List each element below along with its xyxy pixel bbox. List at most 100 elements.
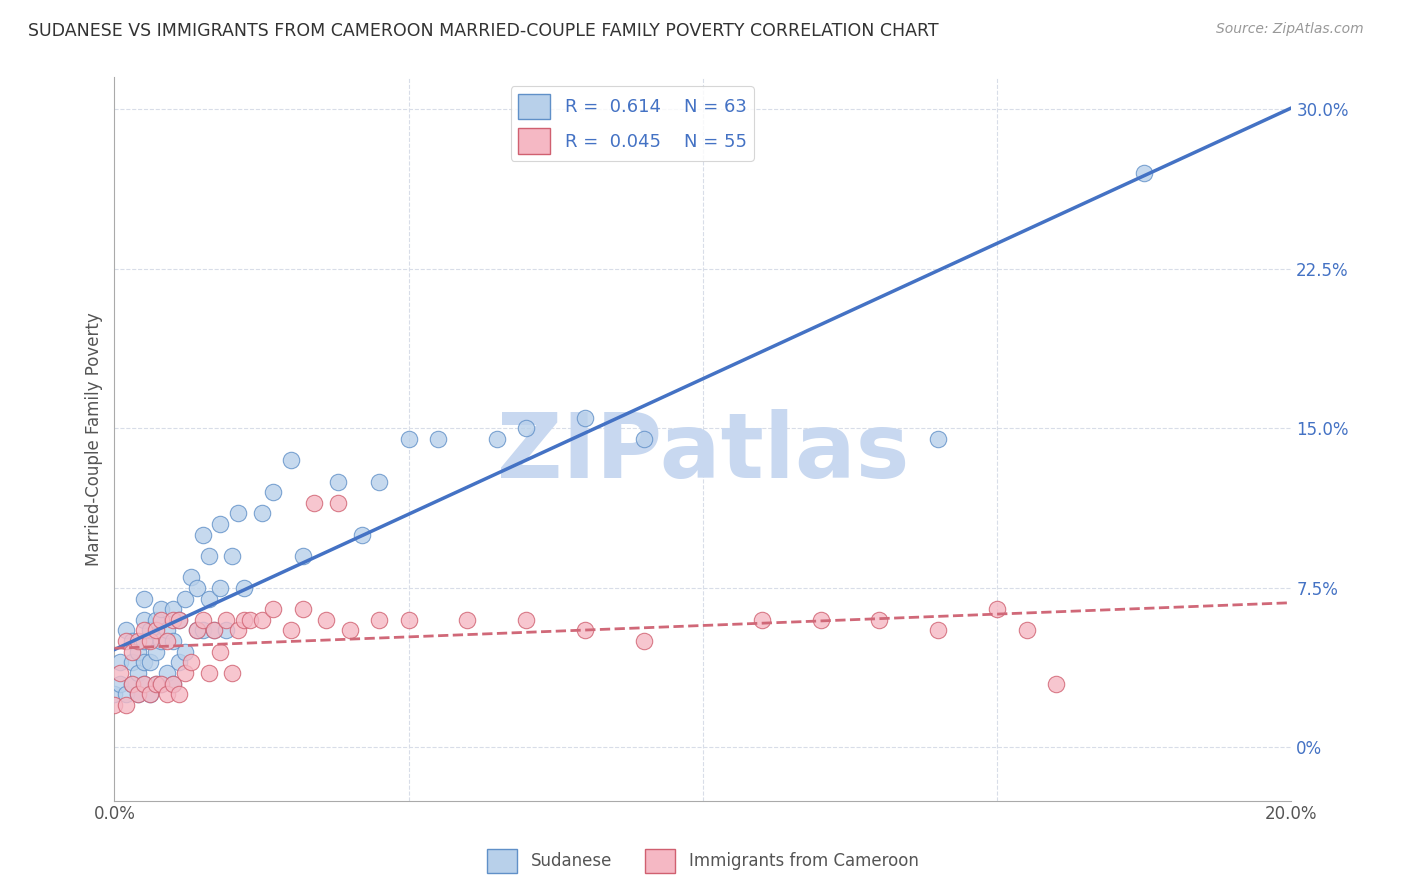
Point bbox=[186, 624, 208, 638]
Point bbox=[215, 613, 238, 627]
Point bbox=[150, 676, 173, 690]
Point bbox=[156, 634, 179, 648]
Point bbox=[239, 613, 262, 627]
Point bbox=[191, 527, 214, 541]
Point bbox=[250, 613, 273, 627]
Point bbox=[103, 698, 125, 712]
Point bbox=[115, 687, 138, 701]
Point bbox=[145, 676, 167, 690]
Point bbox=[986, 602, 1008, 616]
Point bbox=[167, 613, 190, 627]
Point bbox=[115, 624, 138, 638]
Point bbox=[197, 665, 219, 680]
Point bbox=[174, 665, 197, 680]
Point bbox=[174, 645, 197, 659]
Point bbox=[121, 634, 143, 648]
Point bbox=[138, 687, 160, 701]
Point bbox=[162, 602, 184, 616]
Point bbox=[127, 687, 149, 701]
Point bbox=[162, 634, 184, 648]
Point bbox=[138, 687, 160, 701]
Point bbox=[262, 602, 284, 616]
Point bbox=[132, 676, 155, 690]
Point bbox=[209, 645, 232, 659]
Point bbox=[368, 475, 391, 489]
Text: Source: ZipAtlas.com: Source: ZipAtlas.com bbox=[1216, 22, 1364, 37]
Point bbox=[127, 665, 149, 680]
Point bbox=[121, 676, 143, 690]
Point bbox=[180, 570, 202, 584]
Point bbox=[226, 507, 249, 521]
Point bbox=[280, 453, 302, 467]
Point bbox=[221, 549, 243, 563]
Point bbox=[291, 549, 314, 563]
Point bbox=[250, 507, 273, 521]
Point bbox=[291, 602, 314, 616]
Point bbox=[221, 665, 243, 680]
Point bbox=[262, 485, 284, 500]
Y-axis label: Married-Couple Family Poverty: Married-Couple Family Poverty bbox=[86, 312, 103, 566]
Point bbox=[174, 591, 197, 606]
Point bbox=[315, 613, 337, 627]
Point bbox=[574, 624, 596, 638]
Point bbox=[110, 656, 132, 670]
Point bbox=[145, 645, 167, 659]
Point bbox=[156, 687, 179, 701]
Point bbox=[304, 496, 326, 510]
Point bbox=[132, 656, 155, 670]
Point bbox=[204, 624, 226, 638]
Point bbox=[633, 432, 655, 446]
Point bbox=[167, 656, 190, 670]
Point bbox=[150, 602, 173, 616]
Point bbox=[226, 624, 249, 638]
Point bbox=[1045, 676, 1067, 690]
Point bbox=[339, 624, 361, 638]
Point bbox=[927, 432, 949, 446]
Point bbox=[186, 581, 208, 595]
Point bbox=[515, 421, 537, 435]
Point bbox=[633, 634, 655, 648]
Point bbox=[191, 613, 214, 627]
Point bbox=[132, 591, 155, 606]
Point bbox=[110, 676, 132, 690]
Point bbox=[232, 581, 254, 595]
Point bbox=[167, 687, 190, 701]
Point bbox=[132, 624, 155, 638]
Point bbox=[515, 613, 537, 627]
Point bbox=[138, 634, 160, 648]
Point bbox=[927, 624, 949, 638]
Point bbox=[232, 613, 254, 627]
Point bbox=[868, 613, 890, 627]
Point bbox=[456, 613, 478, 627]
Point bbox=[145, 676, 167, 690]
Point bbox=[209, 581, 232, 595]
Point bbox=[167, 613, 190, 627]
Point bbox=[1133, 166, 1156, 180]
Point bbox=[115, 634, 138, 648]
Point bbox=[103, 687, 125, 701]
Point bbox=[115, 698, 138, 712]
Point bbox=[162, 676, 184, 690]
Point bbox=[156, 624, 179, 638]
Point bbox=[197, 549, 219, 563]
Point bbox=[326, 496, 349, 510]
Point bbox=[209, 517, 232, 532]
Point bbox=[110, 665, 132, 680]
Point bbox=[215, 624, 238, 638]
Point bbox=[132, 676, 155, 690]
Point bbox=[427, 432, 450, 446]
Point bbox=[138, 656, 160, 670]
Point bbox=[145, 624, 167, 638]
Point bbox=[121, 645, 143, 659]
Point bbox=[162, 613, 184, 627]
Text: SUDANESE VS IMMIGRANTS FROM CAMEROON MARRIED-COUPLE FAMILY POVERTY CORRELATION C: SUDANESE VS IMMIGRANTS FROM CAMEROON MAR… bbox=[28, 22, 939, 40]
Point bbox=[810, 613, 832, 627]
Point bbox=[162, 676, 184, 690]
Point bbox=[127, 634, 149, 648]
Legend: R =  0.614    N = 63, R =  0.045    N = 55: R = 0.614 N = 63, R = 0.045 N = 55 bbox=[510, 87, 754, 161]
Point bbox=[326, 475, 349, 489]
Point bbox=[398, 613, 420, 627]
Point bbox=[138, 624, 160, 638]
Point bbox=[150, 676, 173, 690]
Point bbox=[186, 624, 208, 638]
